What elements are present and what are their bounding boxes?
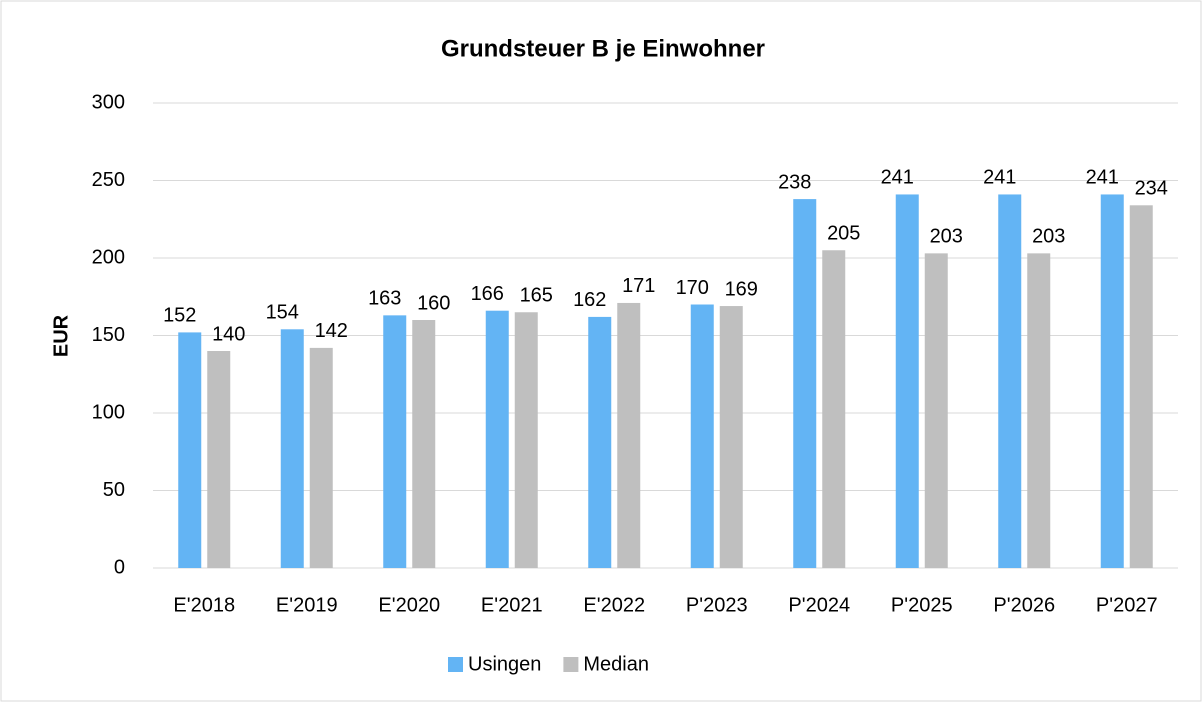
y-tick-label: 250 bbox=[92, 169, 125, 191]
data-label: 241 bbox=[983, 167, 1016, 189]
bar bbox=[412, 320, 436, 568]
bar bbox=[998, 194, 1022, 568]
bar bbox=[1129, 205, 1153, 569]
legend-label: Median bbox=[583, 653, 649, 675]
bar bbox=[895, 194, 919, 568]
x-tick-label: E'2021 bbox=[481, 594, 543, 616]
x-tick-label: P'2026 bbox=[993, 594, 1055, 616]
data-label: 162 bbox=[573, 289, 606, 311]
x-tick-label: E'2018 bbox=[173, 594, 235, 616]
data-label: 241 bbox=[1086, 167, 1119, 189]
data-label: 238 bbox=[778, 171, 811, 193]
data-label: 203 bbox=[1032, 226, 1065, 248]
y-tick-label: 300 bbox=[92, 91, 125, 113]
x-tick-label: P'2027 bbox=[1096, 594, 1158, 616]
data-label: 154 bbox=[266, 302, 299, 324]
data-label: 205 bbox=[827, 223, 860, 245]
data-label: 171 bbox=[622, 275, 655, 297]
bar bbox=[1100, 194, 1124, 568]
bar bbox=[793, 199, 817, 568]
bar bbox=[309, 347, 333, 568]
x-tick-label: E'2022 bbox=[583, 594, 645, 616]
data-label: 142 bbox=[315, 320, 348, 342]
bar bbox=[924, 253, 948, 568]
y-tick-label: 50 bbox=[103, 479, 125, 501]
legend-swatch bbox=[448, 657, 463, 672]
bar bbox=[690, 304, 714, 568]
bar bbox=[1027, 253, 1051, 568]
data-label: 152 bbox=[163, 305, 196, 327]
bar bbox=[617, 302, 641, 568]
y-tick-label: 150 bbox=[92, 324, 125, 346]
bar bbox=[207, 351, 231, 568]
x-tick-label: P'2023 bbox=[686, 594, 748, 616]
bar bbox=[588, 316, 612, 568]
legend-swatch bbox=[563, 657, 579, 672]
data-label: 160 bbox=[417, 292, 450, 314]
x-tick-label: E'2019 bbox=[276, 594, 338, 616]
data-label: 241 bbox=[881, 167, 914, 189]
y-tick-label: 100 bbox=[92, 401, 125, 423]
bar bbox=[280, 329, 304, 568]
bar bbox=[383, 315, 407, 568]
data-label: 170 bbox=[676, 277, 709, 299]
data-label: 169 bbox=[725, 278, 758, 300]
bar bbox=[178, 332, 202, 568]
legend-label: Usingen bbox=[468, 653, 541, 675]
data-label: 166 bbox=[471, 283, 504, 305]
data-label: 140 bbox=[212, 323, 245, 345]
bar bbox=[822, 250, 846, 568]
y-axis-label: EUR bbox=[50, 314, 72, 357]
bar bbox=[514, 312, 538, 568]
y-tick-label: 0 bbox=[114, 556, 125, 578]
x-tick-label: P'2025 bbox=[891, 594, 953, 616]
data-label: 163 bbox=[368, 288, 401, 310]
data-label: 203 bbox=[930, 226, 963, 248]
data-label: 234 bbox=[1135, 178, 1168, 200]
bar bbox=[485, 310, 509, 568]
y-tick-label: 200 bbox=[92, 246, 125, 268]
x-tick-label: E'2020 bbox=[378, 594, 440, 616]
data-label: 165 bbox=[520, 285, 553, 307]
bar bbox=[719, 306, 743, 568]
x-tick-label: P'2024 bbox=[788, 594, 850, 616]
chart-title: Grundsteuer B je Einwohner bbox=[441, 35, 765, 62]
